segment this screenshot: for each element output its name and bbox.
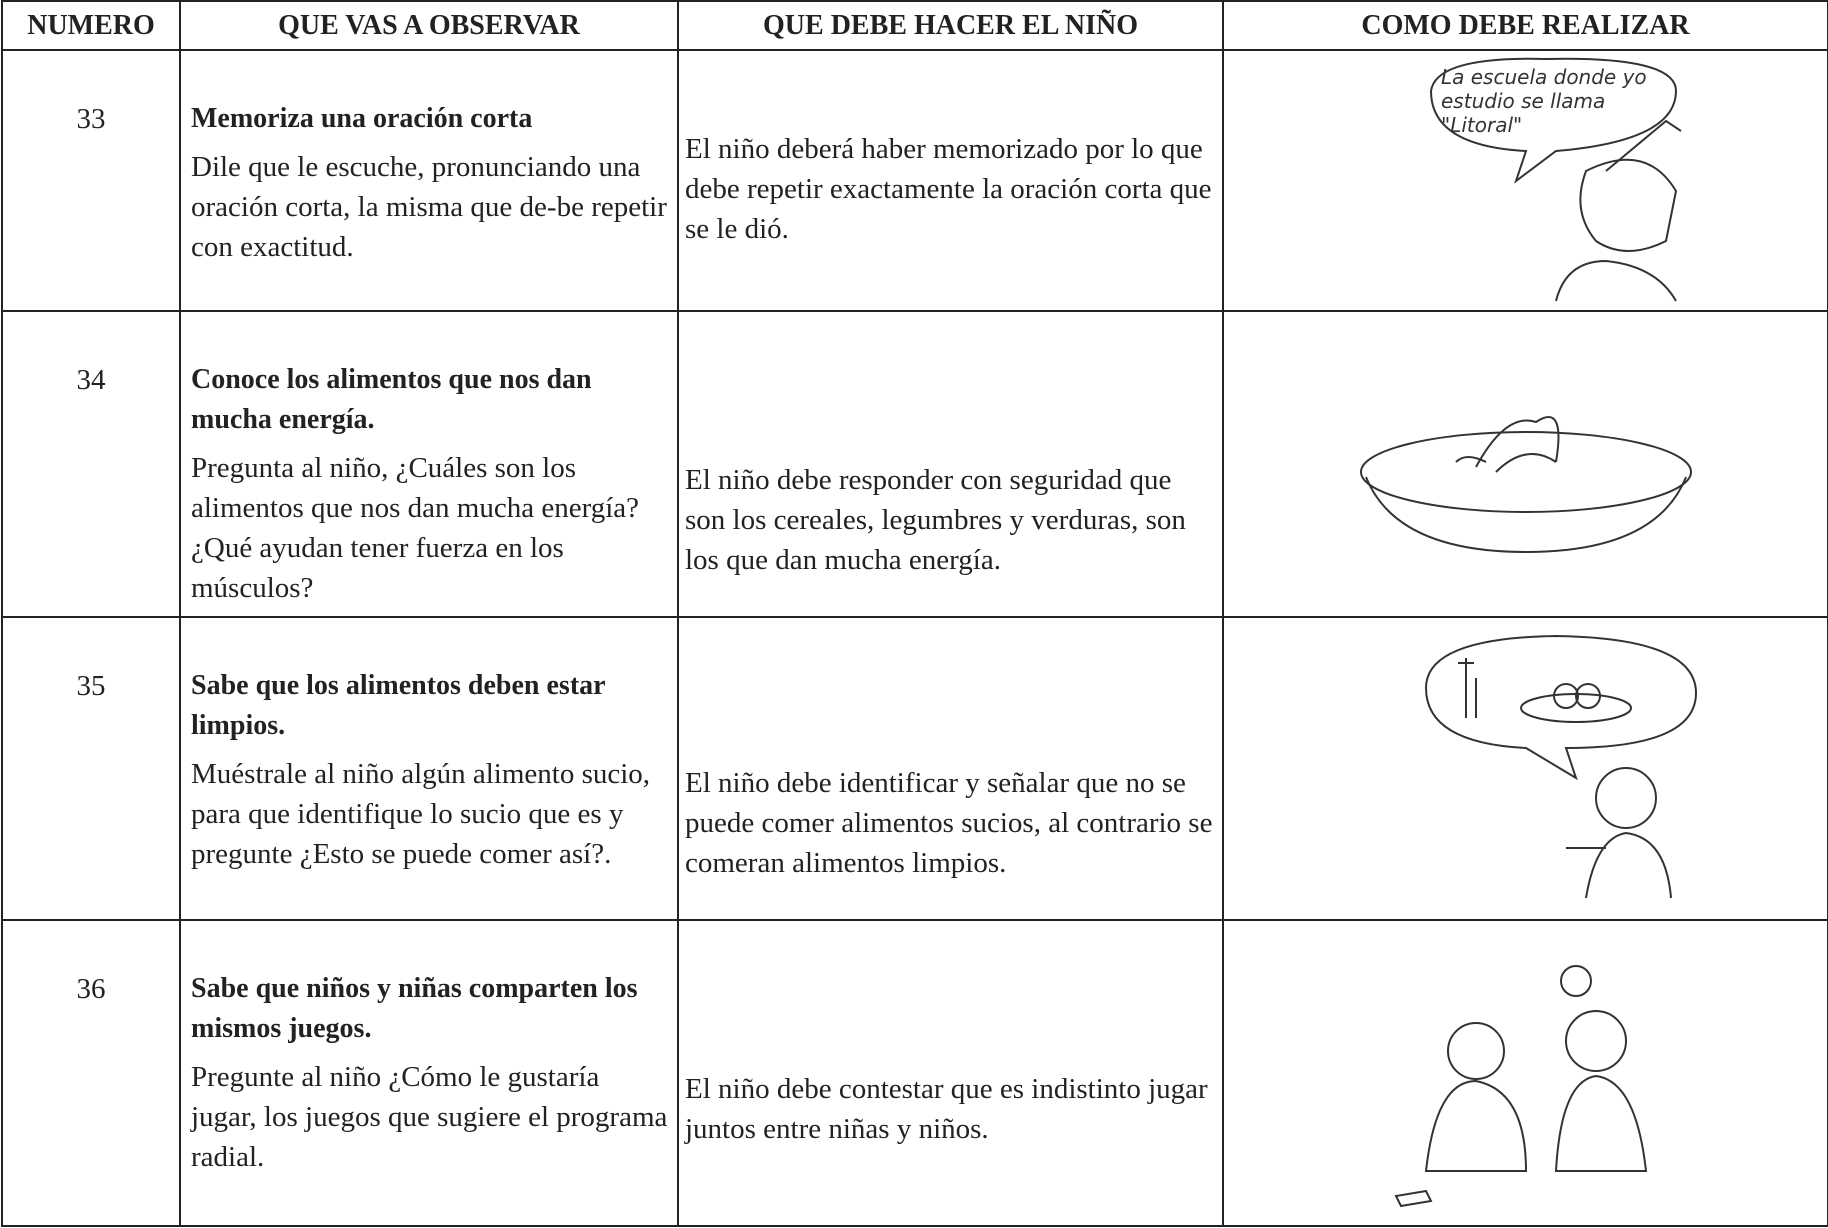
row: 35 Sabe que los alimentos deben estar li… xyxy=(1,616,1828,921)
row: 34 Conoce los alimentos que nos dan much… xyxy=(1,310,1828,618)
instruction: Muéstrale al niño algún alimento sucio, … xyxy=(191,758,651,870)
illustration-cell: La escuela donde yo estudio se llama "Li… xyxy=(1222,49,1828,312)
instruction: Pregunte al niño ¿Cómo le gustaría jugar… xyxy=(191,1061,668,1173)
expected: El niño debe identificar y señalar que n… xyxy=(677,616,1224,921)
column-header: COMO DEBE REALIZAR xyxy=(1222,0,1828,51)
item-title: Sabe que los alimentos deben estar limpi… xyxy=(191,670,606,741)
illustration-cell xyxy=(1222,616,1828,921)
observe-cell: Sabe que niños y niñas comparten los mis… xyxy=(179,919,679,1227)
header-row: NUMERO QUE VAS A OBSERVAR QUE DEBE HACER… xyxy=(1,0,1828,51)
instruction: Pregunta al niño, ¿Cuáles son los alimen… xyxy=(191,452,640,604)
illustration-cell xyxy=(1222,919,1828,1227)
number: 36 xyxy=(1,919,181,1227)
illustration xyxy=(1394,965,1647,1208)
observe-cell: Conoce los alimentos que nos dan mucha e… xyxy=(179,310,679,618)
expected: El niño deberá haber memorizado por lo q… xyxy=(677,49,1224,312)
column-header: NUMERO xyxy=(1,0,181,51)
number: 34 xyxy=(1,310,181,618)
item-title: Memoriza una oración corta xyxy=(191,103,533,134)
number: 35 xyxy=(1,616,181,921)
item-title: Conoce los alimentos que nos dan mucha e… xyxy=(191,364,592,435)
expected: El niño debe contestar que es indistinto… xyxy=(677,919,1224,1227)
row: 33 Memoriza una oración corta Dile que le… xyxy=(1,49,1828,312)
illustration-cell xyxy=(1222,310,1828,618)
column-header: QUE DEBE HACER EL NIÑO xyxy=(677,0,1224,51)
illustration xyxy=(1359,416,1692,554)
speech-text: La escuela donde yo estudio se llama "Li… xyxy=(1440,65,1647,137)
illustration xyxy=(1424,634,1697,899)
illustration: La escuela donde yo estudio se llama "Li… xyxy=(1429,57,1682,302)
column-header: QUE VAS A OBSERVAR xyxy=(179,0,679,51)
item-title: Sabe que niños y niñas comparten los mis… xyxy=(191,973,638,1044)
instruction: Dile que le escuche, pronunciando una or… xyxy=(191,151,667,263)
number: 33 xyxy=(1,49,181,312)
row: 36 Sabe que niños y niñas comparten los … xyxy=(1,919,1828,1227)
observe-cell: Sabe que los alimentos deben estar limpi… xyxy=(179,616,679,921)
observe-cell: Memoriza una oración corta Dile que le es… xyxy=(179,49,679,312)
expected: El niño debe responder con seguridad que… xyxy=(677,310,1224,618)
